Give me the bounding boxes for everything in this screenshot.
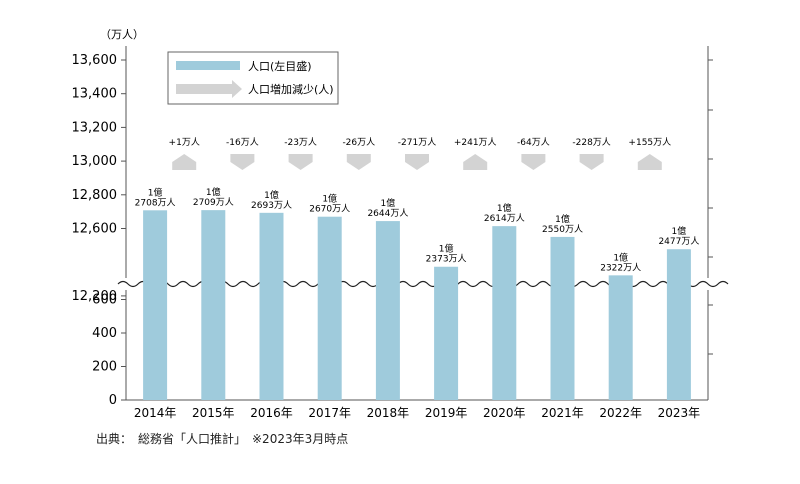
down-arrow-icon [346, 154, 371, 170]
x-tick-label: 2019年 [425, 406, 468, 420]
legend-change-label: 人口増加減少(人) [248, 82, 334, 96]
change-label: +155万人 [628, 137, 671, 148]
bar-label-line1: 1億 [148, 186, 163, 198]
down-arrow-icon [288, 154, 313, 170]
legend-population-label: 人口(左目盛) [248, 59, 312, 73]
y-tick-label: 13,000 [72, 154, 118, 169]
y-tick-label: 12,600 [72, 222, 118, 237]
bar-label-line1: 1億 [206, 186, 221, 198]
source-note: 出典： 総務省「人口推計」 ※2023年3月時点 [96, 432, 349, 446]
legend-arrow-icon [176, 80, 242, 98]
bar-label-line1: 1億 [439, 243, 454, 255]
bar [375, 221, 400, 400]
x-tick-label: 2017年 [308, 406, 351, 420]
bar [201, 210, 226, 400]
change-label: +1万人 [169, 137, 200, 148]
y-tick-label: 400 [92, 326, 117, 341]
bar [666, 249, 691, 400]
y-tick-label: 600 [92, 293, 117, 308]
change-label: -271万人 [398, 137, 436, 148]
down-arrow-icon [230, 154, 255, 170]
bar [608, 275, 633, 400]
legend-box [167, 51, 339, 105]
bar-label-line1: 1億 [264, 189, 279, 201]
x-tick-label: 2020年 [483, 406, 526, 420]
bar-label-line2: 2477万人 [658, 236, 699, 247]
y-unit-label: （万人） [100, 28, 144, 41]
change-label: -26万人 [342, 137, 375, 148]
bar-label-line2: 2322万人 [600, 262, 641, 273]
bar-label-line1: 1億 [555, 213, 570, 225]
bar-label-line2: 2644万人 [367, 208, 408, 219]
y-tick-label: 200 [92, 360, 117, 375]
bar [259, 212, 284, 400]
bar-label-line2: 2614万人 [484, 213, 525, 224]
x-tick-label: 2021年 [541, 406, 584, 420]
change-label: -16万人 [226, 137, 259, 148]
down-arrow-icon [521, 154, 546, 170]
bar-label-line2: 2373万人 [426, 254, 467, 265]
bar-label-line1: 1億 [322, 193, 337, 205]
y-tick-label: 13,200 [72, 120, 118, 135]
change-label: -64万人 [517, 137, 550, 148]
bar-label-line1: 1億 [497, 202, 512, 214]
y-tick-label: 13,400 [72, 87, 118, 102]
x-tick-label: 2022年 [599, 406, 642, 420]
bar [434, 266, 459, 400]
legend-bar-swatch [176, 61, 240, 70]
up-arrow-icon [172, 154, 197, 170]
up-arrow-icon [637, 154, 662, 170]
down-arrow-icon [405, 154, 429, 170]
bar-label-line2: 2670万人 [309, 204, 350, 215]
change-label: -23万人 [284, 137, 317, 148]
bar [550, 236, 575, 400]
y-tick-label: 0 [109, 393, 117, 408]
change-label: +241万人 [454, 137, 497, 148]
x-tick-label: 2015年 [192, 406, 235, 420]
bar-label-line2: 2550万人 [542, 224, 583, 235]
down-arrow-icon [579, 154, 604, 170]
bar-label-line2: 2693万人 [251, 200, 292, 211]
x-tick-label: 2018年 [367, 406, 410, 420]
y-tick-label: 13,600 [72, 53, 118, 68]
change-label: -228万人 [572, 137, 610, 148]
up-arrow-icon [463, 154, 488, 170]
bar [492, 226, 517, 400]
bar-label-line1: 1億 [672, 225, 687, 237]
x-tick-label: 2016年 [250, 406, 293, 420]
x-tick-label: 2014年 [134, 406, 177, 420]
y-tick-label: 12,200 [72, 289, 118, 304]
x-tick-label: 2023年 [658, 406, 701, 420]
bar [143, 210, 168, 400]
bar-label-line2: 2708万人 [135, 197, 176, 208]
bar-label-line1: 1億 [613, 251, 628, 263]
bar-label-line1: 1億 [381, 197, 396, 209]
bar-label-line2: 2709万人 [193, 197, 234, 208]
y-tick-label: 12,800 [72, 188, 118, 203]
bar [317, 216, 342, 400]
